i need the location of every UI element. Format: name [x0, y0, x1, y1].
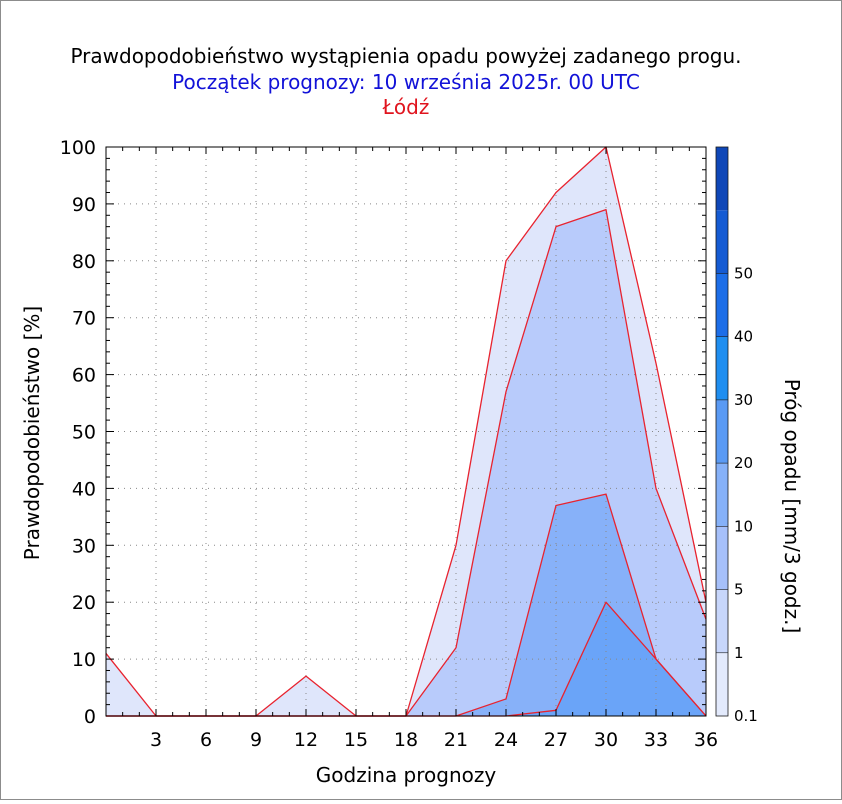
x-tick-label: 33 — [644, 729, 668, 751]
colorbar-segment — [716, 463, 728, 527]
y-tick-label: 40 — [72, 478, 96, 500]
y-tick-label: 90 — [72, 194, 96, 216]
colorbar-segment — [716, 526, 728, 590]
x-tick-label: 18 — [394, 729, 418, 751]
y-tick-label: 80 — [72, 251, 96, 273]
colorbar-segment — [716, 210, 728, 274]
y-tick-label: 50 — [72, 422, 96, 444]
chart-title: Prawdopodobieństwo wystąpienia opadu pow… — [70, 44, 741, 68]
y-tick-label: 0 — [84, 706, 96, 728]
x-tick-label: 3 — [150, 729, 162, 751]
y-axis-label: Prawdopodobieństwo [%] — [20, 306, 44, 560]
y-tick-label: 70 — [72, 308, 96, 330]
colorbar-segment — [716, 336, 728, 400]
chart-location: Łódź — [382, 95, 430, 119]
x-tick-label: 9 — [250, 729, 262, 751]
colorbar-segment — [716, 589, 728, 653]
colorbar-tick-label: 50 — [734, 264, 753, 282]
grid — [106, 147, 706, 716]
colorbar-segment — [716, 147, 728, 211]
x-tick-label: 36 — [694, 729, 718, 751]
x-tick-label: 24 — [494, 729, 518, 751]
x-tick-label: 6 — [200, 729, 212, 751]
x-tick-label: 15 — [344, 729, 368, 751]
plot-area: 3 6 9 12 15 18 21 24 27 30 33 360102030405060708090… — [60, 137, 718, 751]
y-tick-label: 10 — [72, 649, 96, 671]
colorbar-tick-label: 0.1 — [734, 707, 758, 725]
x-tick-label: 21 — [444, 729, 468, 751]
x-tick-label: 30 — [594, 729, 618, 751]
y-tick-label: 20 — [72, 592, 96, 614]
colorbar-tick-label: 30 — [734, 391, 753, 409]
y-tick-label: 60 — [72, 365, 96, 387]
x-tick-label: 12 — [294, 729, 318, 751]
chart-subtitle: Początek prognozy: 10 września 2025r. 00… — [172, 70, 640, 94]
colorbar-tick-label: 20 — [734, 454, 753, 472]
colorbar: 0.1 1 5 10 20 30 40 50 — [715, 146, 758, 725]
x-axis-label: Godzina prognozy — [316, 763, 497, 787]
y-tick-label: 100 — [60, 137, 96, 159]
colorbar-tick-label: 40 — [734, 328, 753, 346]
colorbar-label: Próg opadu [mm/3 godz.] — [780, 379, 804, 634]
x-tick-label: 27 — [544, 729, 568, 751]
axis-ticks — [106, 146, 706, 717]
colorbar-segment — [716, 273, 728, 337]
colorbar-border — [715, 146, 729, 717]
colorbar-segment — [716, 652, 728, 716]
y-tick-label: 30 — [72, 535, 96, 557]
colorbar-tick-label: 5 — [734, 581, 744, 599]
colorbar-tick-label: 1 — [734, 644, 744, 662]
colorbar-tick-label: 10 — [734, 517, 753, 535]
colorbar-segment — [716, 399, 728, 464]
